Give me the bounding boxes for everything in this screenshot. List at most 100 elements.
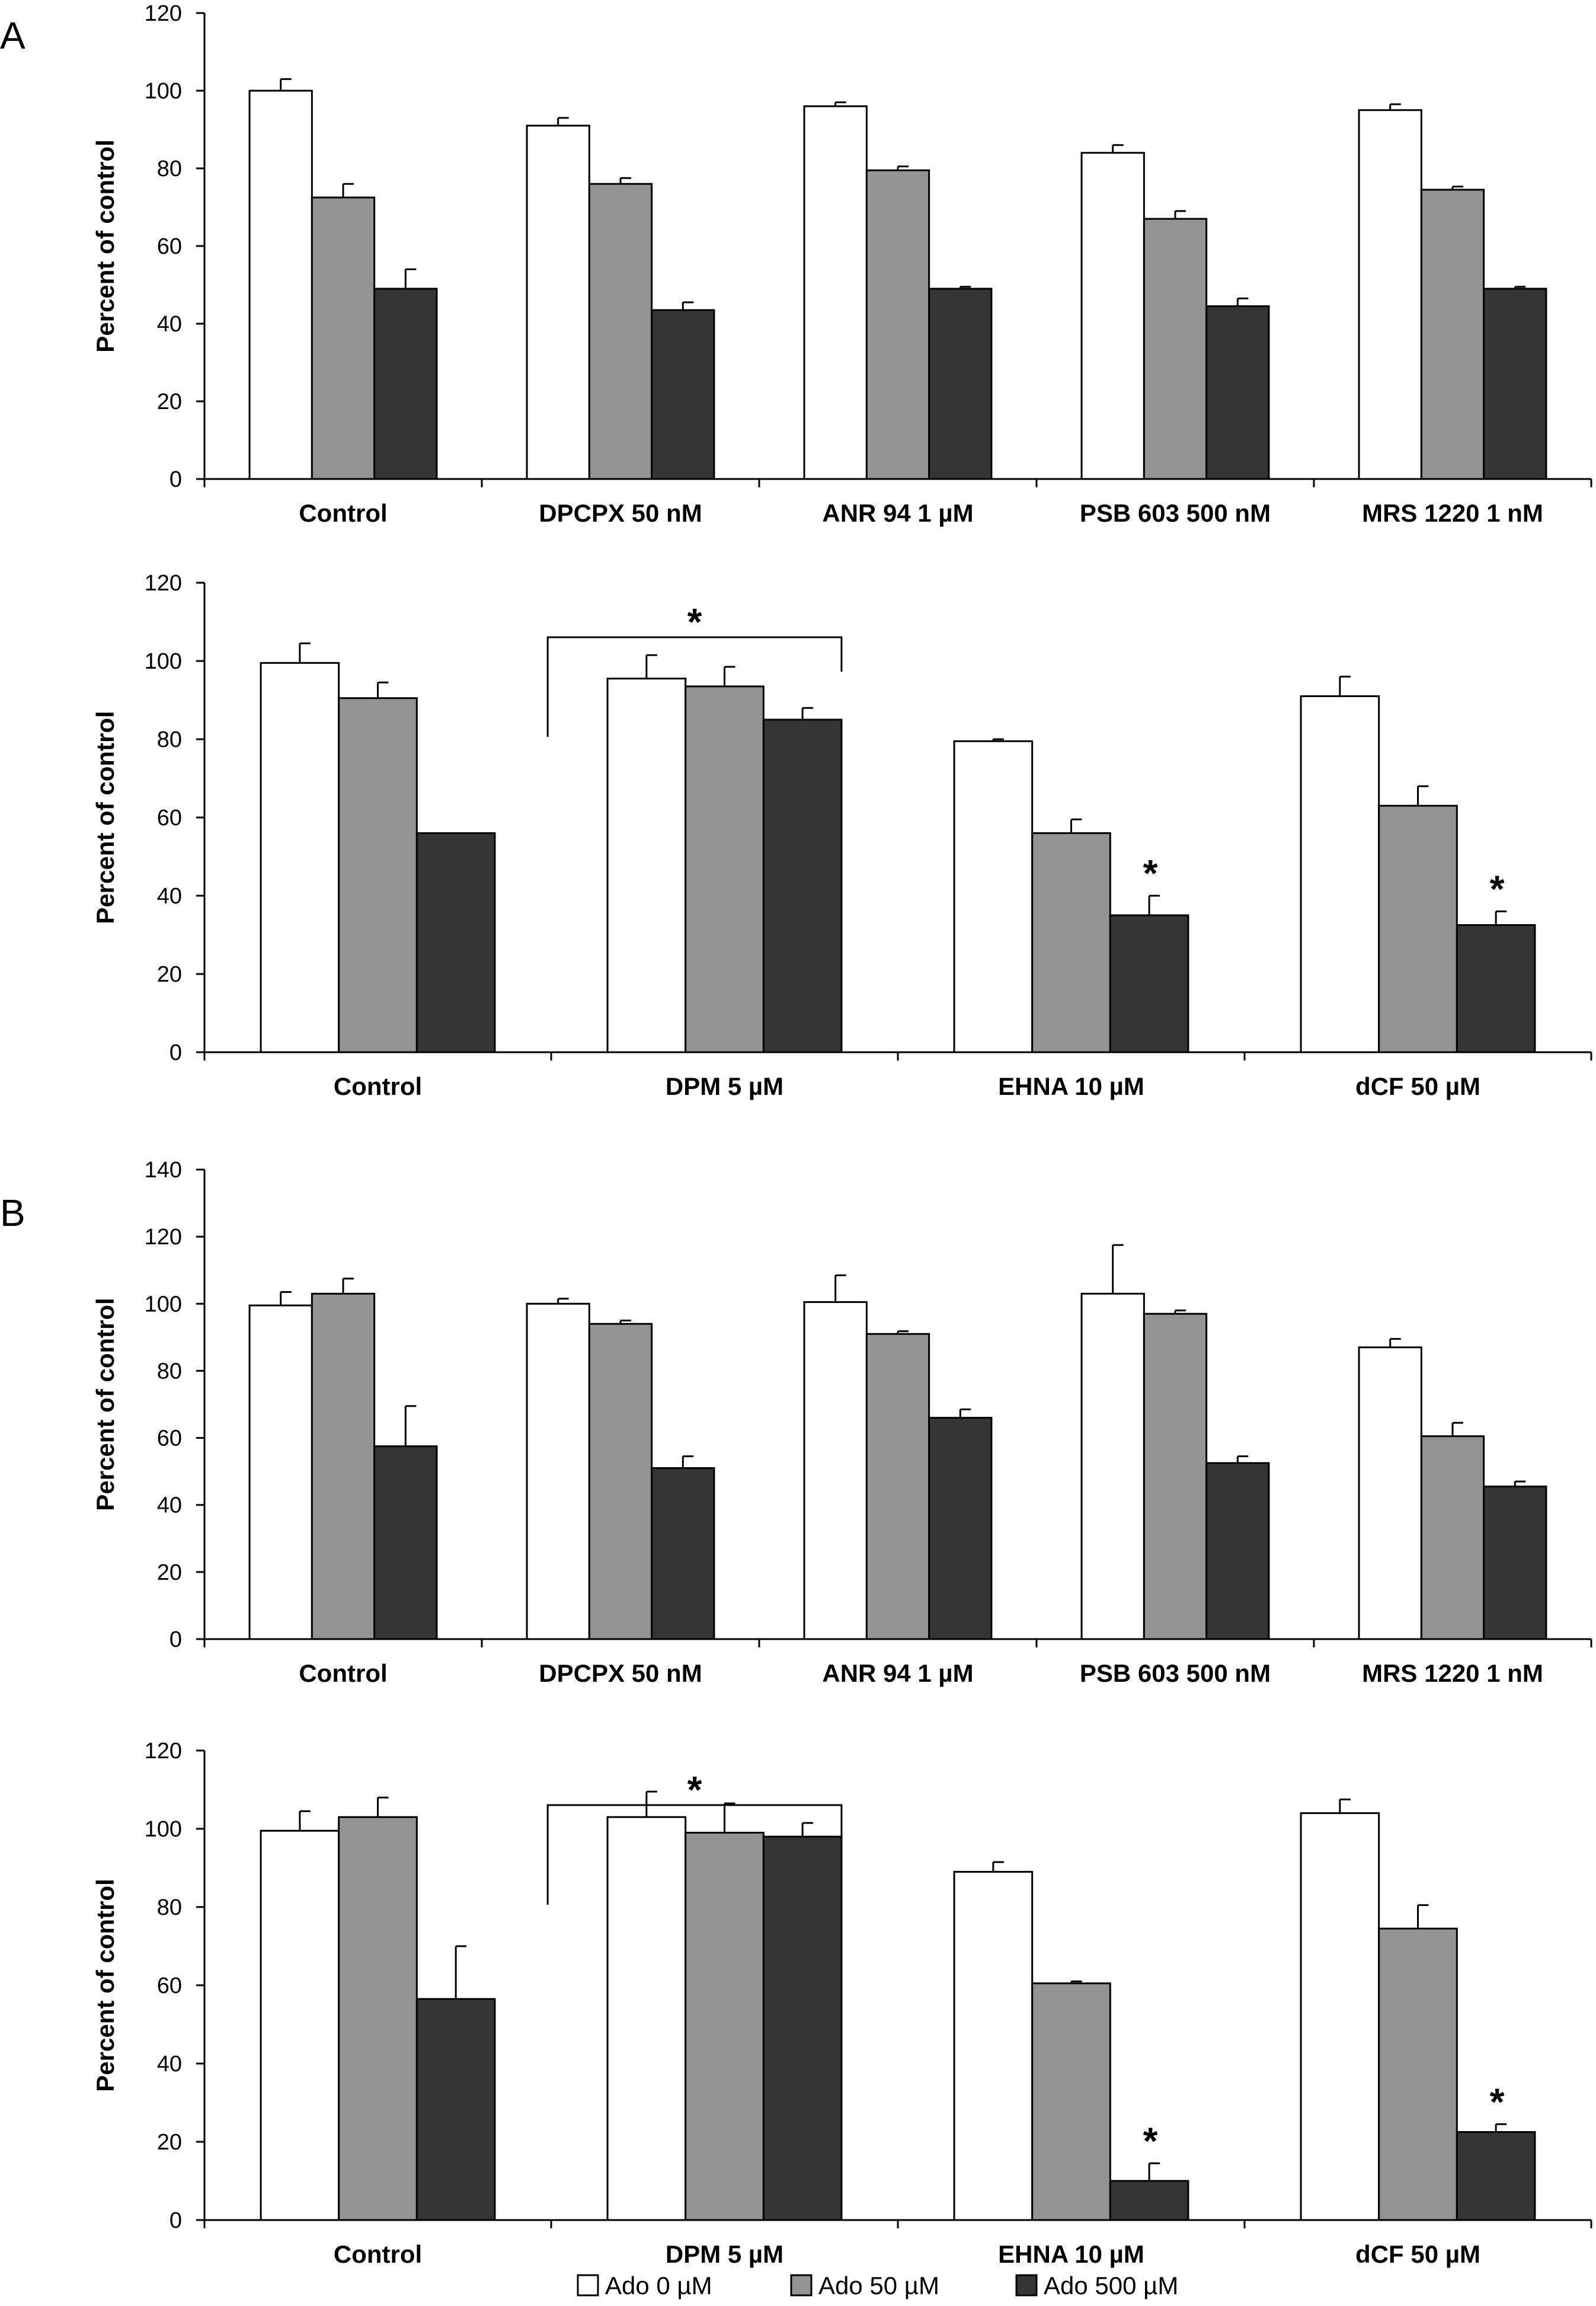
bar (953, 740, 1034, 1053)
bar (588, 1323, 653, 1640)
significance-star: * (687, 601, 702, 643)
y-axis-label: Percent of control (91, 711, 119, 924)
bar (1031, 832, 1111, 1053)
significance-star: * (1143, 2119, 1158, 2162)
bar (606, 1816, 687, 2221)
y-axis-label: Percent of control (91, 1298, 119, 1510)
y-tick-label: 140 (145, 1158, 182, 1183)
bar (606, 678, 687, 1053)
significance-bracket (546, 636, 843, 737)
bar (1143, 218, 1208, 480)
bar (1483, 288, 1547, 480)
bar (311, 196, 376, 480)
bar (373, 288, 438, 480)
bar (762, 718, 843, 1053)
category-label: DPM 5 µM (666, 2240, 783, 2268)
bar (953, 1871, 1034, 2221)
bar (928, 288, 993, 480)
category-label: PSB 603 500 nM (1080, 1659, 1271, 1687)
bar (338, 1816, 418, 2221)
y-axis-label: Percent of control (91, 1879, 119, 2091)
bar (1205, 305, 1270, 480)
y-tick-label: 100 (145, 1292, 182, 1317)
y-tick-label: 120 (145, 1739, 182, 1764)
y-axis-label: Percent of control (91, 139, 119, 352)
legend-swatch (577, 2274, 599, 2297)
y-tick-label: 0 (169, 1627, 182, 1652)
bar (526, 124, 590, 480)
bar (685, 1832, 765, 2221)
category-label: Control (299, 499, 387, 527)
bar (803, 1301, 868, 1640)
significance-star: * (687, 1768, 702, 1811)
charts: 0 20 40 60 80 100 120 Percent of control Control… (91, 1, 1592, 2268)
bar (1420, 1435, 1485, 1640)
category-label: dCF 50 µM (1355, 1072, 1480, 1100)
bar (1483, 1486, 1547, 1640)
bar (1080, 1292, 1145, 1640)
significance-bracket (546, 1804, 843, 1905)
bar (651, 309, 715, 480)
bar (1358, 1346, 1422, 1640)
category-label: EHNA 10 µM (998, 1072, 1144, 1100)
y-tick-label: 0 (169, 2208, 182, 2233)
y-tick-label: 80 (157, 156, 182, 181)
category-label: Control (334, 2240, 422, 2268)
legend-swatch (790, 2274, 813, 2297)
category-label: dCF 50 µM (1355, 2240, 1480, 2268)
bar (1031, 1982, 1111, 2221)
category-label: MRS 1220 1 nM (1362, 499, 1543, 527)
bar (415, 832, 496, 1053)
y-tick-label: 120 (145, 1, 182, 26)
y-tick-label: 80 (157, 1359, 182, 1384)
bar (865, 1333, 930, 1640)
y-tick-label: 80 (157, 1895, 182, 1920)
category-label: Control (299, 1659, 387, 1687)
y-tick-label: 60 (157, 1426, 182, 1451)
category-label: DPCPX 50 nM (539, 499, 702, 527)
bar (373, 1445, 438, 1640)
bar (1456, 924, 1536, 1053)
category-label: ANR 94 1 µM (822, 499, 973, 527)
y-tick-label: 120 (145, 571, 182, 596)
bar (1378, 804, 1458, 1053)
bar (526, 1302, 590, 1640)
bar (1300, 695, 1380, 1053)
y-tick-label: 120 (145, 1225, 182, 1250)
y-tick-label: 100 (145, 79, 182, 104)
y-tick-label: 40 (157, 2052, 182, 2077)
y-tick-label: 40 (157, 884, 182, 909)
bar (1378, 1927, 1458, 2221)
category-label: EHNA 10 µM (998, 2240, 1144, 2268)
bar (1420, 189, 1485, 480)
category-label: DPM 5 µM (666, 1072, 783, 1100)
chart-3: 0 20 40 60 80 100 120 140 Percent of control Cont… (91, 1158, 1592, 1687)
y-tick-label: 0 (169, 1040, 182, 1065)
bar (1300, 1812, 1380, 2221)
y-tick-label: 40 (157, 1493, 182, 1518)
bar (338, 697, 418, 1053)
y-tick-label: 20 (157, 1560, 182, 1585)
y-tick-label: 60 (157, 234, 182, 259)
bar (248, 90, 313, 480)
bar (311, 1292, 376, 1640)
bar (415, 1998, 496, 2221)
bar (1109, 914, 1189, 1053)
y-tick-label: 20 (157, 389, 182, 414)
significance-star: * (1490, 2080, 1505, 2123)
significance-star: * (1490, 867, 1505, 910)
category-label: ANR 94 1 µM (822, 1659, 973, 1687)
bar (260, 662, 340, 1053)
bar (248, 1304, 313, 1640)
bar (685, 685, 765, 1053)
bar (1205, 1462, 1270, 1640)
y-tick-label: 100 (145, 649, 182, 674)
y-tick-label: 20 (157, 962, 182, 987)
chart-4: 0 20 40 60 80 100 120 Percent of control Control… (91, 1739, 1592, 2268)
category-label: Control (334, 1072, 422, 1100)
bar (651, 1467, 715, 1640)
legend-label: Ado 50 µM (818, 2272, 939, 2299)
bar (1080, 152, 1145, 480)
bar (588, 183, 653, 480)
